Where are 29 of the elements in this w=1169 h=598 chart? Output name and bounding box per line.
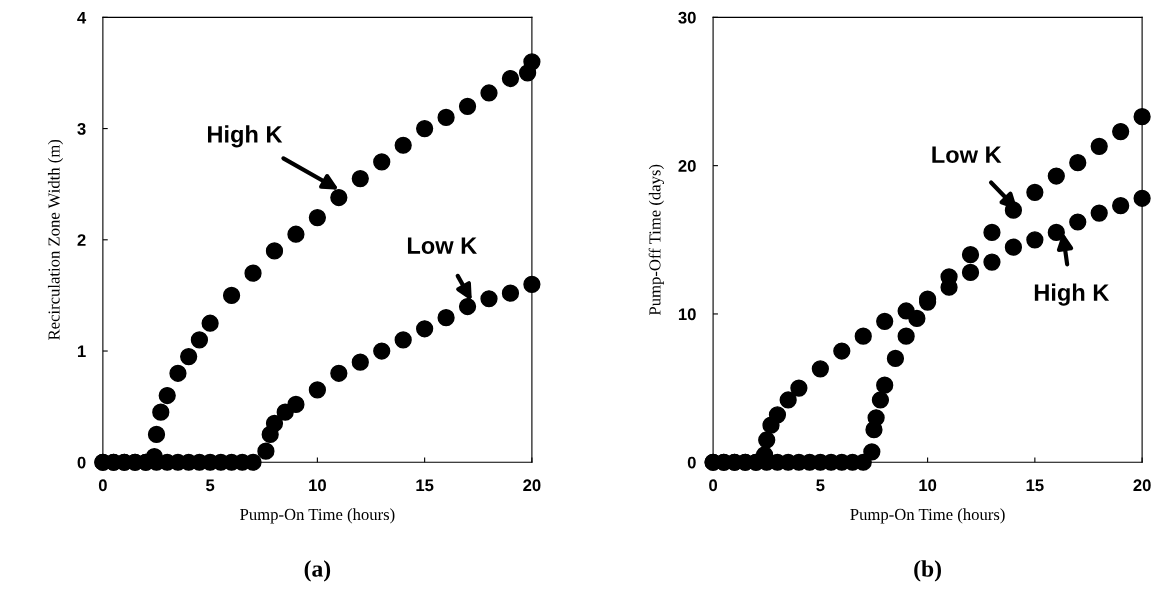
annotation: High K <box>208 125 283 148</box>
text: (a) <box>304 560 331 582</box>
y-axis-title: Recirculation Zone Width (m) <box>47 139 64 340</box>
x-axis-title: Pump-On Time (hours) <box>240 508 395 524</box>
annotation: Low K <box>407 237 477 254</box>
x-tick-label: 15 <box>416 479 434 492</box>
y-tick-label: 20 <box>678 160 696 172</box>
y-tick-label: 1 <box>77 345 86 358</box>
x-tick-label: 20 <box>1133 479 1151 492</box>
x-axis-title: Pump-On Time (hours) <box>850 508 1005 524</box>
annotation: Low K <box>932 146 1002 164</box>
text: (b) <box>914 560 941 582</box>
y-tick-label: 3 <box>77 122 86 135</box>
x-tick-label: 0 <box>98 479 107 492</box>
y-tick-label: 4 <box>77 11 87 24</box>
x-tick-label: 20 <box>523 479 541 492</box>
x-tick-label: 5 <box>206 479 215 492</box>
annotation: High K <box>1034 283 1110 306</box>
y-tick-label: 0 <box>77 456 86 469</box>
y-tick-label: 0 <box>687 456 696 469</box>
y-tick-label: 10 <box>678 308 696 321</box>
y-tick-label: 2 <box>77 234 86 246</box>
x-tick-label: 0 <box>709 479 718 492</box>
y-tick-label: 30 <box>678 11 696 24</box>
y-axis-title: Pump-Off Time (days) <box>648 164 664 316</box>
x-tick-label: 10 <box>919 479 937 492</box>
x-tick-label: 5 <box>816 479 825 492</box>
x-tick-label: 15 <box>1026 479 1044 492</box>
x-tick-label: 10 <box>309 479 326 492</box>
